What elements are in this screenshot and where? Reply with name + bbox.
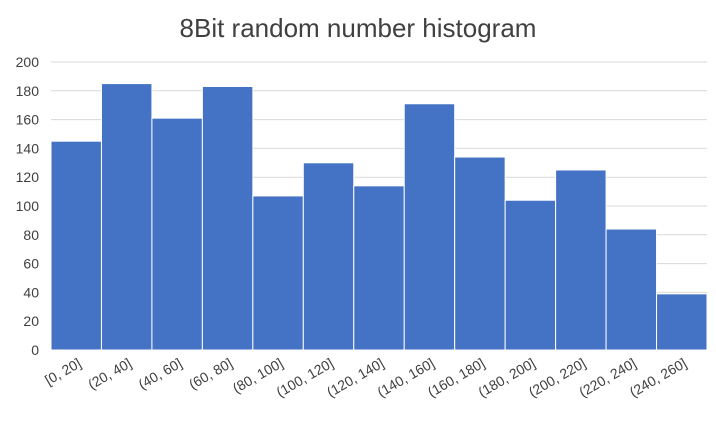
bars [50,83,708,351]
chart-title: 8Bit random number histogram [180,13,537,43]
y-tick-label: 40 [23,284,39,300]
y-tick-label: 60 [23,256,39,272]
histogram-bar [151,117,203,351]
y-tick-label: 80 [23,227,39,243]
y-axis-ticks: 0 20 40 60 80 100 120 140 160 180 200 [16,54,40,358]
histogram-bar [504,199,557,351]
histogram-bar [555,169,607,351]
y-tick-label: 180 [16,83,40,99]
y-tick-label: 160 [16,112,40,128]
histogram-bar [302,162,355,351]
y-tick-label: 200 [16,54,40,70]
histogram-bar [252,195,304,351]
x-tick-label: (180, 200] [475,355,538,400]
histogram-bar [454,156,506,351]
x-tick-label: (120, 140] [324,355,387,400]
y-tick-label: 120 [16,169,40,185]
x-tick-label: [0, 20] [42,355,84,388]
x-tick-label: (100, 120] [273,355,336,400]
y-tick-label: 100 [16,198,40,214]
x-tick-label: (220, 240] [576,355,639,400]
x-tick-label: (40, 60] [136,355,185,393]
y-tick-label: 140 [16,140,40,156]
x-tick-label: (140, 160] [374,355,437,400]
histogram-bar [100,83,153,351]
x-tick-label: (60, 80] [186,355,235,393]
x-tick-label: (20, 40] [85,355,134,393]
histogram-bar [403,103,456,351]
histogram-bar [605,228,658,351]
x-tick-label: (160, 180] [425,355,488,400]
x-tick-label: (200, 220] [526,355,589,400]
y-tick-label: 0 [31,342,39,358]
y-tick-label: 20 [23,313,39,329]
histogram-bar [201,85,254,351]
x-axis-ticks: [0, 20] (20, 40] (40, 60] (60, 80](80, 100]… [42,355,689,400]
histogram-bar [50,140,102,351]
x-tick-label: (240, 260] [627,355,690,400]
histogram-bar [353,185,405,351]
histogram-bar [656,293,708,351]
